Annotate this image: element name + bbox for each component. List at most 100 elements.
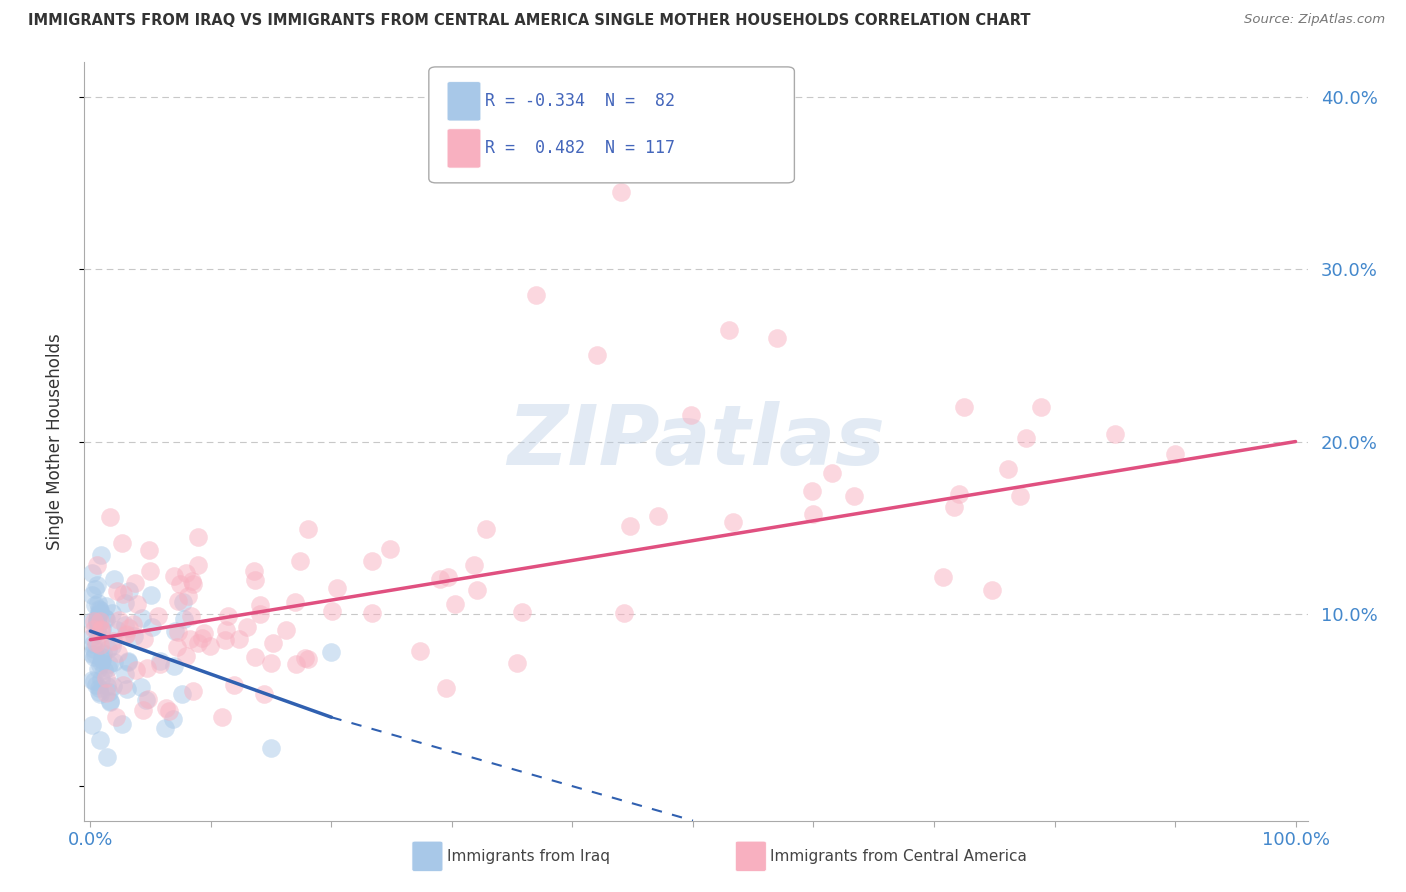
Point xyxy=(114,628,136,642)
Point xyxy=(97,661,120,675)
Point xyxy=(122,629,145,643)
Text: R = -0.334  N =  82: R = -0.334 N = 82 xyxy=(485,93,675,111)
Point xyxy=(361,606,384,620)
Point xyxy=(86,613,108,627)
Point xyxy=(506,656,529,670)
Point xyxy=(181,683,204,698)
Point xyxy=(166,640,188,654)
Point xyxy=(721,515,744,529)
Text: IMMIGRANTS FROM IRAQ VS IMMIGRANTS FROM CENTRAL AMERICA SINGLE MOTHER HOUSEHOLDS: IMMIGRANTS FROM IRAQ VS IMMIGRANTS FROM … xyxy=(28,13,1031,29)
Point xyxy=(436,681,458,696)
Point xyxy=(948,486,970,500)
Point xyxy=(101,634,124,648)
Point xyxy=(121,616,143,631)
Point xyxy=(86,615,108,630)
Point xyxy=(87,684,110,698)
Point xyxy=(173,611,195,625)
Point xyxy=(235,620,257,634)
Point xyxy=(105,583,128,598)
Point xyxy=(132,632,155,647)
Point xyxy=(524,288,547,302)
Point xyxy=(211,710,233,724)
Point xyxy=(80,718,103,732)
Point xyxy=(107,646,129,660)
Point xyxy=(1029,400,1052,414)
Point xyxy=(132,702,155,716)
Point xyxy=(1104,427,1126,442)
Point xyxy=(80,630,103,644)
Point xyxy=(103,572,125,586)
Point xyxy=(90,623,112,637)
Point xyxy=(108,613,131,627)
Point xyxy=(115,682,138,697)
Point xyxy=(149,657,172,671)
Point xyxy=(80,673,103,688)
Point xyxy=(91,646,114,660)
Point xyxy=(80,566,103,581)
Point xyxy=(87,602,110,616)
Point xyxy=(288,554,311,568)
Point xyxy=(94,671,117,685)
Point xyxy=(96,749,118,764)
Point xyxy=(87,596,110,610)
Point xyxy=(83,649,105,664)
Point xyxy=(87,681,110,696)
Point xyxy=(183,577,205,591)
Point xyxy=(187,530,209,544)
Point xyxy=(100,510,122,524)
Point xyxy=(253,687,276,701)
Point xyxy=(135,692,157,706)
Point xyxy=(89,638,111,652)
Point xyxy=(214,623,236,637)
Point xyxy=(89,658,111,673)
Point xyxy=(89,615,111,629)
Point xyxy=(112,587,135,601)
Point xyxy=(125,663,148,677)
Point xyxy=(249,607,271,622)
Point xyxy=(179,632,201,646)
Point xyxy=(981,582,1004,597)
Point xyxy=(172,687,194,701)
Point xyxy=(112,678,135,692)
Point xyxy=(84,582,107,596)
Point xyxy=(98,694,121,708)
Point xyxy=(409,644,432,658)
Point xyxy=(821,467,844,481)
Point xyxy=(200,640,222,654)
Point xyxy=(155,701,177,715)
Point xyxy=(997,462,1019,476)
Point xyxy=(214,633,236,648)
Text: R =  0.482  N = 117: R = 0.482 N = 117 xyxy=(485,139,675,157)
Point xyxy=(94,686,117,700)
Point xyxy=(114,617,136,632)
Point xyxy=(619,518,641,533)
Point xyxy=(136,661,159,675)
Point xyxy=(138,543,160,558)
Point xyxy=(111,716,134,731)
Point xyxy=(444,597,467,611)
Point xyxy=(86,558,108,572)
Point xyxy=(177,589,200,603)
Point xyxy=(114,666,136,681)
Point xyxy=(163,569,186,583)
Point xyxy=(82,647,104,661)
Point xyxy=(131,611,153,625)
Point xyxy=(153,721,176,735)
Point xyxy=(93,664,115,678)
Point xyxy=(243,573,266,587)
Point xyxy=(245,650,267,665)
Point xyxy=(87,607,110,622)
Point xyxy=(166,625,188,640)
Point xyxy=(117,655,139,669)
Point xyxy=(105,623,128,637)
Point xyxy=(124,575,146,590)
Point xyxy=(801,507,824,521)
Point xyxy=(96,599,118,613)
Point xyxy=(80,588,103,602)
Point xyxy=(87,619,110,633)
Point xyxy=(136,692,159,706)
Point xyxy=(297,521,319,535)
Point xyxy=(166,594,188,608)
Text: Immigrants from Iraq: Immigrants from Iraq xyxy=(447,849,610,863)
Point xyxy=(842,489,865,503)
